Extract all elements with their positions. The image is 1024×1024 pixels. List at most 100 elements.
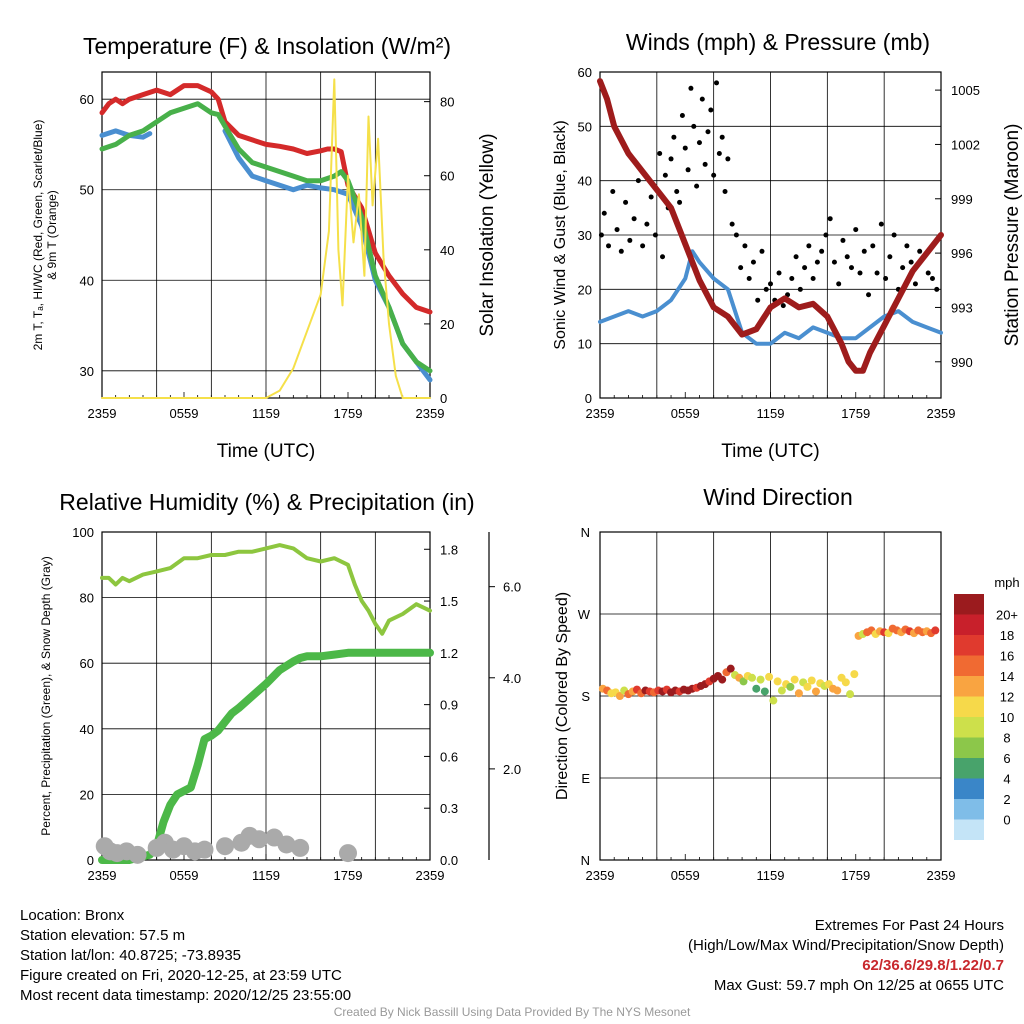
y-tick-label: N — [581, 853, 590, 868]
legend-label: 10 — [1000, 710, 1014, 725]
station-info: Location: Bronx Station elevation: 57.5 … — [20, 906, 351, 1006]
legend-swatch — [954, 676, 984, 697]
station-location: Location: Bronx — [20, 907, 125, 924]
gust-point — [827, 216, 833, 222]
x-tick-label: 1759 — [841, 406, 870, 421]
y2-axis-label: Station Pressure (Maroon) — [1002, 124, 1023, 347]
gust-point — [691, 123, 697, 129]
legend-label: 20+ — [996, 608, 1018, 623]
series-line-2 — [222, 128, 433, 383]
direction-point — [777, 686, 786, 695]
gust-point — [806, 243, 812, 249]
y2-tick-label: 0.0 — [440, 853, 458, 868]
gust-point — [759, 248, 765, 254]
gust-point — [900, 265, 906, 271]
gust-point — [606, 243, 612, 249]
series-line-3 — [99, 101, 433, 374]
gust-point — [662, 172, 668, 178]
y-tick-label: 50 — [80, 183, 94, 198]
y2-axis-label: Solar Insolation (Yellow) — [477, 133, 498, 336]
legend-swatch — [954, 594, 984, 615]
y-tick-label: E — [581, 771, 590, 786]
y-tick-label: 40 — [80, 722, 94, 737]
legend-label: 8 — [1003, 731, 1010, 746]
legend-swatch — [954, 696, 984, 717]
chart-title: Wind Direction — [703, 484, 853, 510]
x-tick-label: 1759 — [841, 868, 870, 883]
gust-point — [729, 221, 735, 227]
gust-point — [674, 189, 680, 195]
gust-point — [793, 254, 799, 260]
y2-tick-label: 0.3 — [440, 801, 458, 816]
direction-point — [726, 664, 735, 673]
legend-swatch — [954, 655, 984, 676]
gust-point — [912, 281, 918, 287]
direction-point — [765, 672, 774, 681]
snow-point — [277, 835, 296, 854]
direction-point — [794, 689, 803, 698]
x-tick-label: 2359 — [416, 868, 445, 883]
wind-speed-line — [598, 249, 943, 346]
gust-point — [614, 227, 620, 233]
y3-tick-label: 4.0 — [503, 671, 521, 686]
gust-point — [714, 80, 720, 86]
direction-point — [846, 690, 855, 699]
gust-point — [708, 107, 714, 113]
gust-point — [618, 248, 624, 254]
legend-label: 6 — [1003, 751, 1010, 766]
y-tick-label: 60 — [578, 65, 592, 80]
credit-line: Created By Nick Bassill Using Data Provi… — [333, 1005, 691, 1019]
gust-point — [836, 281, 842, 287]
gust-point — [780, 303, 786, 309]
x-tick-label: 1159 — [252, 406, 280, 421]
extremes-values: 62/36.6/29.8/1.22/0.7 — [862, 957, 1004, 974]
x-tick-label: 1159 — [757, 406, 785, 421]
y-axis-label: Sonic Wind & Gust (Blue, Black) — [552, 120, 569, 349]
legend-label: 14 — [1000, 669, 1014, 684]
direction-point — [841, 678, 850, 687]
gust-point — [631, 216, 637, 222]
gust-point — [610, 189, 616, 195]
direction-point — [756, 675, 765, 684]
y-tick-label: 10 — [578, 337, 592, 352]
gust-point — [870, 243, 876, 249]
gust-point — [763, 286, 769, 292]
y-tick-label: N — [581, 525, 590, 540]
legend-swatch — [954, 778, 984, 799]
gust-point — [702, 161, 708, 167]
snow-point — [216, 837, 234, 856]
gust-point — [671, 134, 677, 140]
snow-point — [339, 844, 357, 863]
y-tick-label: 0 — [585, 391, 592, 406]
direction-point — [807, 676, 816, 685]
y2-tick-label: 1.5 — [440, 594, 458, 609]
gust-point — [635, 178, 641, 184]
gust-point — [677, 199, 683, 205]
gust-point — [925, 270, 931, 276]
gust-point — [776, 270, 782, 276]
direction-point — [773, 677, 782, 686]
legend-swatch — [954, 635, 984, 656]
gust-point — [746, 275, 752, 281]
gust-point — [742, 243, 748, 249]
gust-point — [934, 286, 940, 292]
station-elevation: Station elevation: 57.5 m — [20, 927, 186, 944]
direction-point — [615, 692, 624, 700]
gust-point — [725, 156, 731, 162]
gust-point — [694, 183, 700, 189]
snow-point — [128, 845, 147, 864]
direction-point — [769, 696, 778, 705]
y-tick-label: 20 — [80, 787, 94, 802]
gust-point — [789, 275, 795, 281]
legend-swatch — [954, 758, 984, 779]
snow-point — [195, 840, 214, 859]
direction-point — [786, 682, 795, 691]
y3-tick-label: 6.0 — [503, 580, 521, 595]
y2-tick-label: 1005 — [951, 83, 980, 98]
x-tick-label: 2359 — [927, 868, 956, 883]
legend-swatch — [954, 737, 984, 758]
y-axis-label: Direction (Colored By Speed) — [554, 592, 571, 800]
direction-point — [739, 677, 748, 686]
direction-point — [931, 626, 940, 635]
gust-point — [598, 232, 604, 238]
